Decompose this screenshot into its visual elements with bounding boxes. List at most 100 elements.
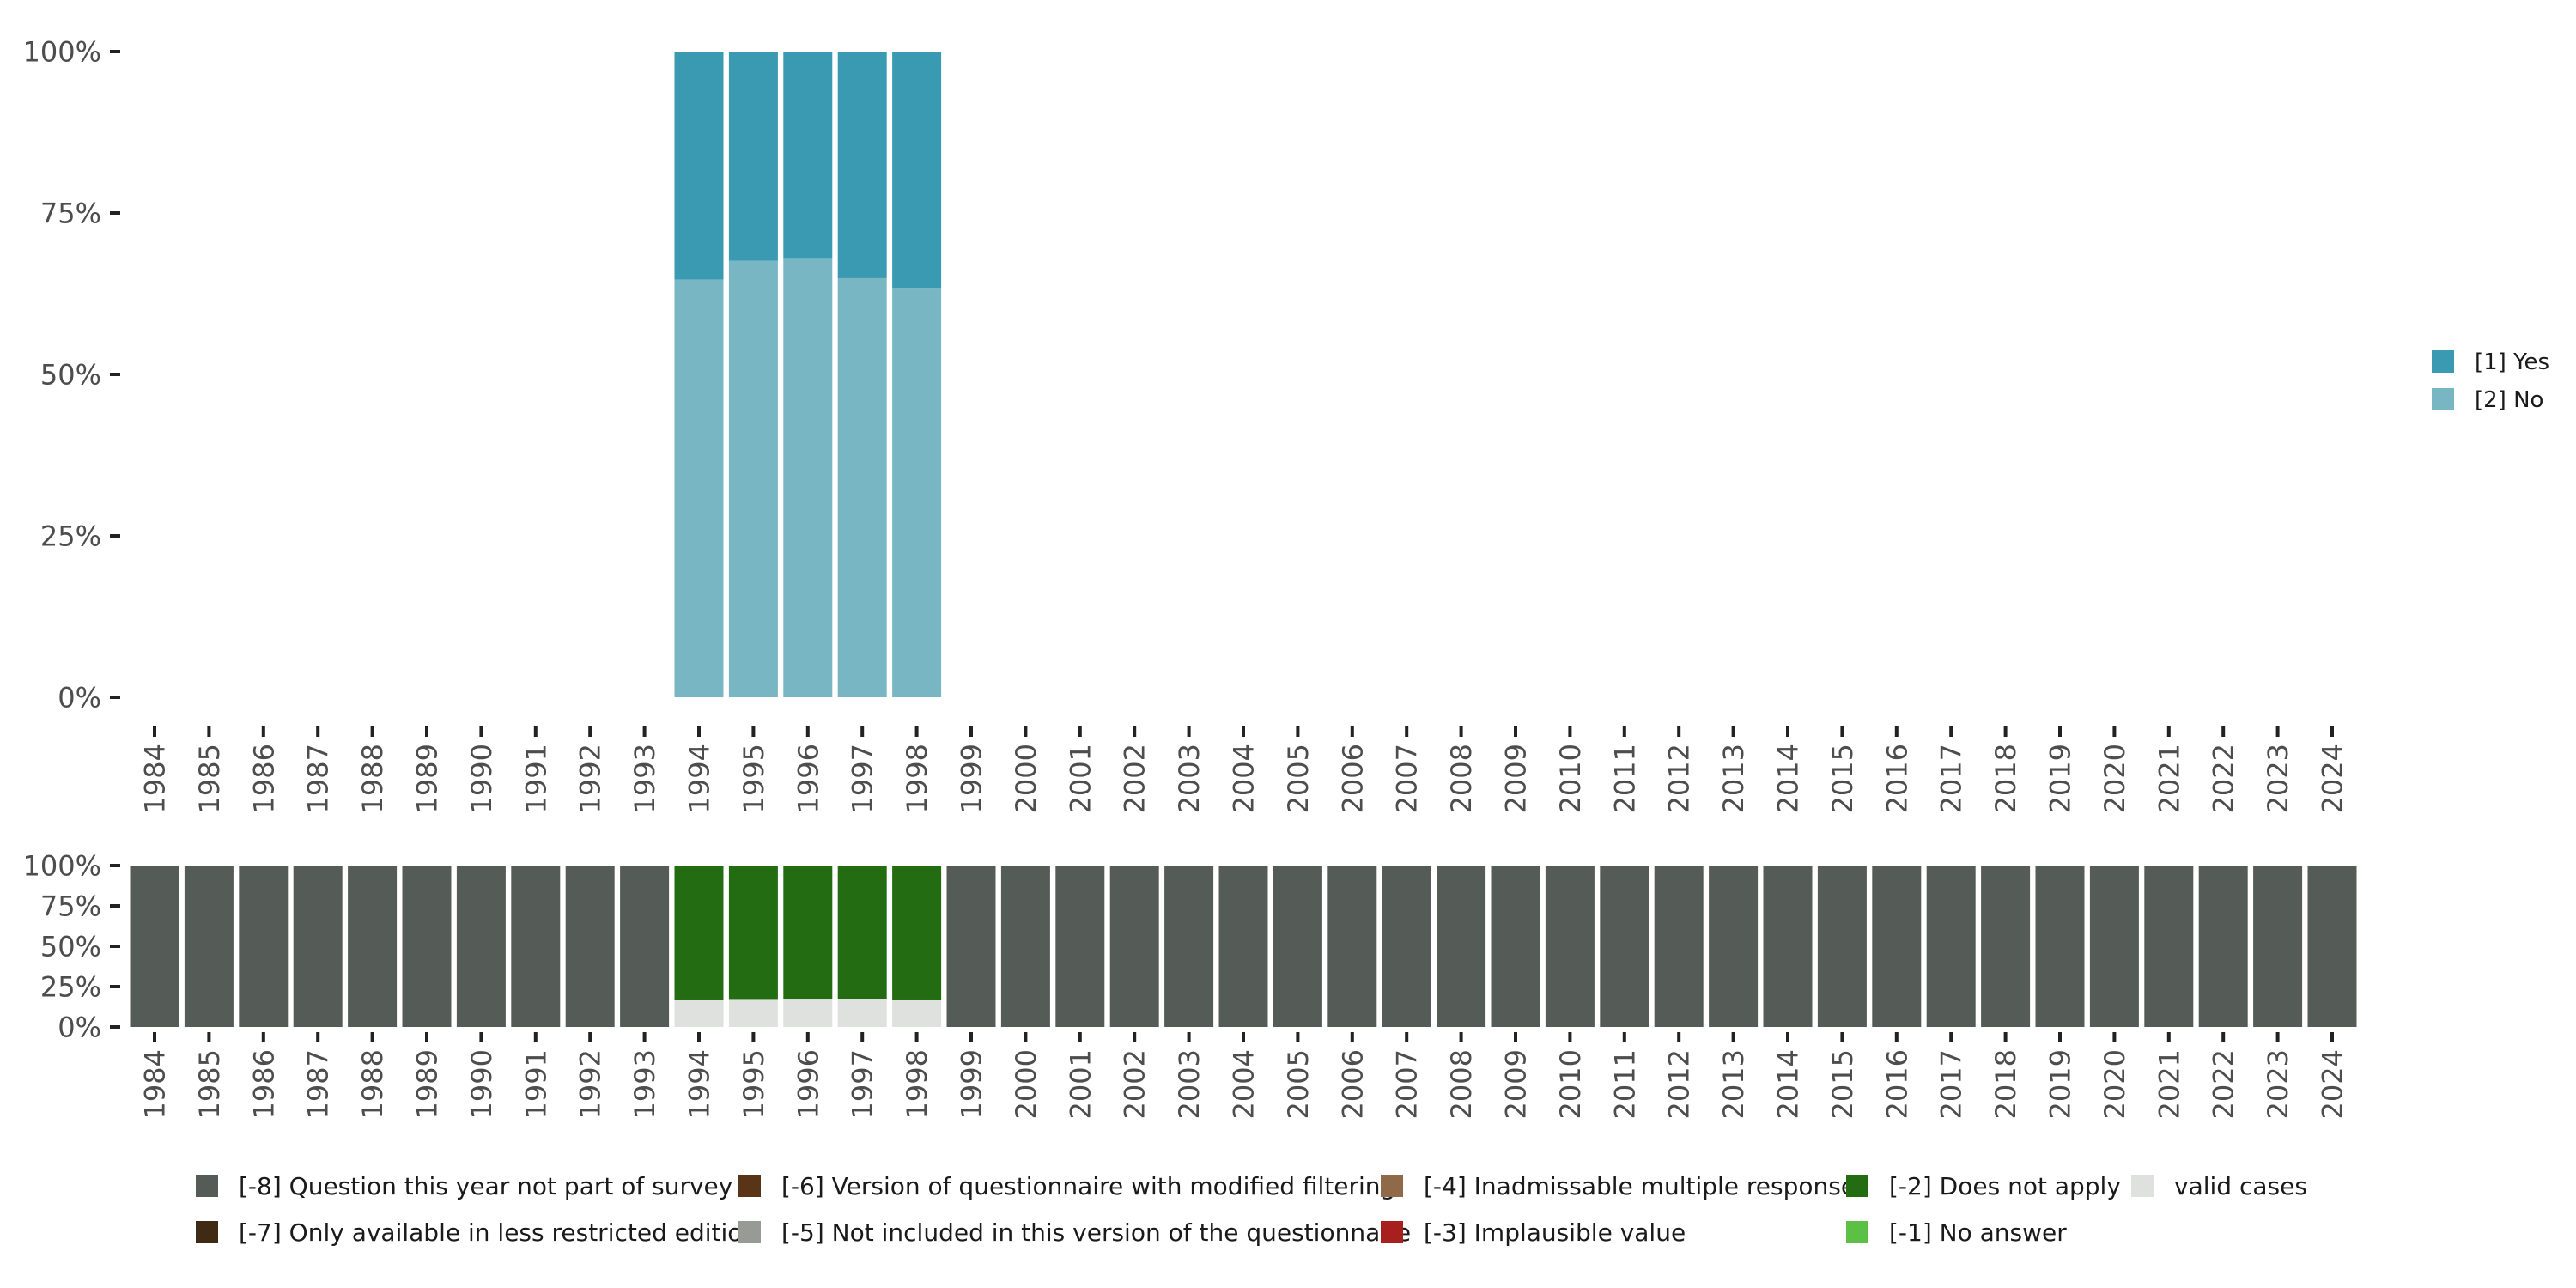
bottom-bar-2004 bbox=[1218, 866, 1268, 1027]
bottom-x-tick-label: 2023 bbox=[2262, 1049, 2294, 1119]
bottom-bar-2024 bbox=[2307, 866, 2357, 1027]
bottom-x-tick-label: 1989 bbox=[411, 1049, 444, 1119]
top-x-tick-label: 1992 bbox=[574, 744, 607, 813]
bottom-y-tick-label: 75% bbox=[40, 890, 101, 923]
bottom-bar-1985 bbox=[184, 866, 234, 1027]
bottom-x-tick-label: 2019 bbox=[2044, 1049, 2077, 1119]
top-x-tick-label: 1990 bbox=[465, 744, 498, 813]
top-bar-1996 bbox=[783, 52, 833, 259]
top-x-tick-label: 2003 bbox=[1173, 744, 1206, 813]
bottom-bar-1994 bbox=[674, 866, 724, 1000]
legend-label: [1] Yes bbox=[2475, 349, 2549, 375]
bottom-x-tick-label: 2024 bbox=[2317, 1049, 2349, 1119]
bottom-bar-1989 bbox=[402, 866, 452, 1027]
bottom-bar-2016 bbox=[1872, 866, 1922, 1027]
legend-label: [-2] Does not apply bbox=[1889, 1172, 2121, 1200]
legend-label: [-8] Question this year not part of surv… bbox=[239, 1172, 732, 1200]
bottom-bar-2019 bbox=[2035, 866, 2085, 1027]
bottom-x-tick-label: 2020 bbox=[2099, 1049, 2131, 1119]
bottom-bar-2003 bbox=[1164, 866, 1214, 1027]
bottom-x-tick-label: 1992 bbox=[574, 1049, 607, 1119]
top-x-tick-label: 1984 bbox=[139, 744, 172, 813]
bottom-bar-1998 bbox=[892, 866, 942, 1000]
legend-swatch bbox=[1846, 1175, 1868, 1197]
top-bar-1997 bbox=[837, 277, 887, 697]
bottom-bar-2011 bbox=[1600, 866, 1649, 1027]
bottom-bar-2014 bbox=[1763, 866, 1813, 1027]
top-bar-1995 bbox=[728, 52, 778, 261]
top-x-tick-label: 2010 bbox=[1554, 744, 1587, 813]
bottom-bar-2002 bbox=[1109, 866, 1159, 1027]
bottom-bar-2022 bbox=[2198, 866, 2248, 1027]
bottom-x-tick-label: 2011 bbox=[1608, 1049, 1641, 1119]
bottom-y-tick-label: 0% bbox=[58, 1012, 101, 1044]
top-x-tick-label: 2008 bbox=[1445, 744, 1478, 813]
bottom-bar-2010 bbox=[1545, 866, 1595, 1027]
bottom-bar-1987 bbox=[293, 866, 343, 1027]
bottom-bar-1993 bbox=[620, 866, 670, 1027]
bottom-bar-1998 bbox=[892, 999, 942, 1027]
bottom-x-tick-label: 1988 bbox=[356, 1049, 389, 1119]
top-x-tick-label: 2015 bbox=[1826, 744, 1859, 813]
top-bar-1994 bbox=[674, 52, 724, 280]
top-bar-1997 bbox=[837, 52, 887, 278]
bottom-x-tick-label: 2013 bbox=[1717, 1049, 1750, 1119]
bottom-bar-1997 bbox=[837, 866, 887, 999]
top-x-tick-label: 2009 bbox=[1500, 744, 1533, 813]
right-legend: [1] Yes [2] No bbox=[2432, 349, 2549, 413]
bottom-bar-2015 bbox=[1817, 866, 1867, 1027]
bottom-panel: 0% 25% 50% 75% 100% 1984 1985 1986 1987 1988 1989 1… bbox=[23, 850, 2357, 1119]
bottom-bar-2021 bbox=[2144, 866, 2194, 1027]
top-x-tick-label: 1986 bbox=[247, 744, 280, 813]
legend-label: [-6] Version of questionnaire with modif… bbox=[781, 1172, 1395, 1200]
legend-swatch bbox=[196, 1175, 218, 1197]
bottom-bar-2017 bbox=[1926, 866, 1976, 1027]
bottom-x-tick-label: 2003 bbox=[1173, 1049, 1206, 1119]
bottom-bar-2012 bbox=[1654, 866, 1704, 1027]
bottom-x-tick-label: 1994 bbox=[683, 1049, 716, 1119]
legend-swatch bbox=[738, 1221, 761, 1243]
bottom-y-tick-label: 100% bbox=[23, 850, 101, 883]
legend-swatch bbox=[1846, 1221, 1868, 1243]
bottom-bar-1990 bbox=[456, 866, 506, 1027]
bottom-bar-2001 bbox=[1055, 866, 1105, 1027]
bottom-x-tick-label: 2007 bbox=[1391, 1049, 1424, 1119]
bottom-x-tick-label: 1993 bbox=[629, 1049, 661, 1119]
bottom-bar-2006 bbox=[1327, 866, 1377, 1027]
bottom-x-tick-label: 1999 bbox=[956, 1049, 988, 1119]
bottom-y-tick-label: 50% bbox=[40, 931, 101, 963]
top-x-tick-label: 2005 bbox=[1282, 744, 1315, 813]
bottom-bar-1997 bbox=[837, 999, 887, 1027]
bottom-x-tick-label: 2002 bbox=[1119, 1049, 1151, 1119]
bottom-bar-1996 bbox=[783, 866, 833, 1000]
top-bar-1994 bbox=[674, 279, 724, 697]
top-x-tick-label: 2014 bbox=[1772, 744, 1805, 813]
bottom-bar-2009 bbox=[1491, 866, 1540, 1027]
top-x-tick-label: 2021 bbox=[2153, 744, 2185, 813]
top-x-tick-label: 2007 bbox=[1391, 744, 1424, 813]
top-y-tick-label: 25% bbox=[40, 520, 101, 553]
legend-label: [-4] Inadmissable multiple response bbox=[1424, 1172, 1856, 1200]
top-x-tick-label: 1989 bbox=[411, 744, 444, 813]
top-x-tick-label: 2016 bbox=[1880, 744, 1913, 813]
bottom-x-tick-label: 1997 bbox=[847, 1049, 879, 1119]
bottom-bar-1984 bbox=[130, 866, 179, 1027]
top-x-tick-label: 2020 bbox=[2099, 744, 2131, 813]
top-x-tick-label: 1988 bbox=[356, 744, 389, 813]
bottom-x-tick-label: 1986 bbox=[247, 1049, 280, 1119]
bottom-y-tick-label: 25% bbox=[40, 971, 101, 1004]
top-x-tick-label: 2017 bbox=[1935, 744, 1968, 813]
bottom-x-tick-label: 1985 bbox=[193, 1049, 226, 1119]
top-x-tick-label: 1999 bbox=[956, 744, 988, 813]
top-x-tick-label: 2004 bbox=[1228, 744, 1261, 813]
top-x-tick-label: 1987 bbox=[302, 744, 335, 813]
bottom-bar-1991 bbox=[511, 866, 561, 1027]
top-x-tick-label: 1997 bbox=[847, 744, 879, 813]
bottom-x-tick-label: 1995 bbox=[738, 1049, 770, 1119]
bottom-x-tick-label: 2021 bbox=[2153, 1049, 2185, 1119]
bottom-x-tick-label: 1990 bbox=[465, 1049, 498, 1119]
top-y-tick-label: 0% bbox=[58, 682, 101, 714]
legend-swatch bbox=[2432, 350, 2454, 373]
top-x-tick-label: 1991 bbox=[519, 744, 552, 813]
